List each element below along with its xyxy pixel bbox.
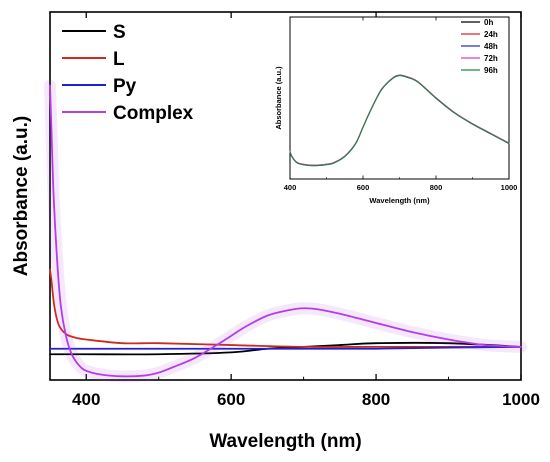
inset-legend-label: 96h	[484, 66, 498, 75]
inset-legend-label: 0h	[484, 18, 493, 27]
main-x-axis-label: Wavelength (nm)	[209, 431, 361, 452]
inset-legend: 0h 24h 48h 72h 96h	[461, 18, 498, 75]
main-y-axis-label: Absorbance (a.u.)	[11, 116, 32, 276]
inset-x-tick-label: 400	[284, 183, 297, 192]
main-series-line-py	[49, 345, 522, 350]
main-x-tick-label: 800	[362, 390, 390, 409]
inset-x-axis-label: Wavelength (nm)	[369, 196, 430, 205]
inset-background	[290, 17, 509, 179]
inset-x-tick-label: 800	[430, 183, 443, 192]
inset-plot: 400 600 800 1000 Wavelength (nm) Absorbance (…	[274, 16, 518, 205]
main-plot-frame	[49, 11, 522, 381]
main-series-line-complex	[49, 84, 522, 378]
inset-y-axis-label: Absorbance (a.u.)	[274, 66, 283, 130]
main-x-tick-label: 1000	[502, 390, 540, 409]
inset-x-tick-label: 600	[357, 183, 370, 192]
inset-legend-label: 24h	[484, 30, 498, 39]
inset-series-line-96h	[289, 74, 510, 167]
main-series-line-l	[49, 268, 522, 348]
main-legend-label: L	[113, 49, 125, 70]
inset-legend-label: 48h	[484, 42, 498, 51]
main-x-tick-label: 600	[217, 390, 245, 409]
main-series-line-s	[49, 341, 522, 356]
main-plot: 400 600 800 1000 Wavelength (nm) Absorbance (…	[11, 11, 540, 452]
main-legend: SL Py Complex	[62, 22, 194, 124]
inset-x-tick-label: 1000	[501, 183, 518, 192]
main-x-tick-label: 400	[72, 390, 100, 409]
inset-legend-label: 72h	[484, 54, 498, 63]
main-legend-label: Py	[113, 76, 137, 97]
main-legend-label: S	[113, 22, 126, 43]
main-legend-label: Complex	[113, 103, 194, 124]
